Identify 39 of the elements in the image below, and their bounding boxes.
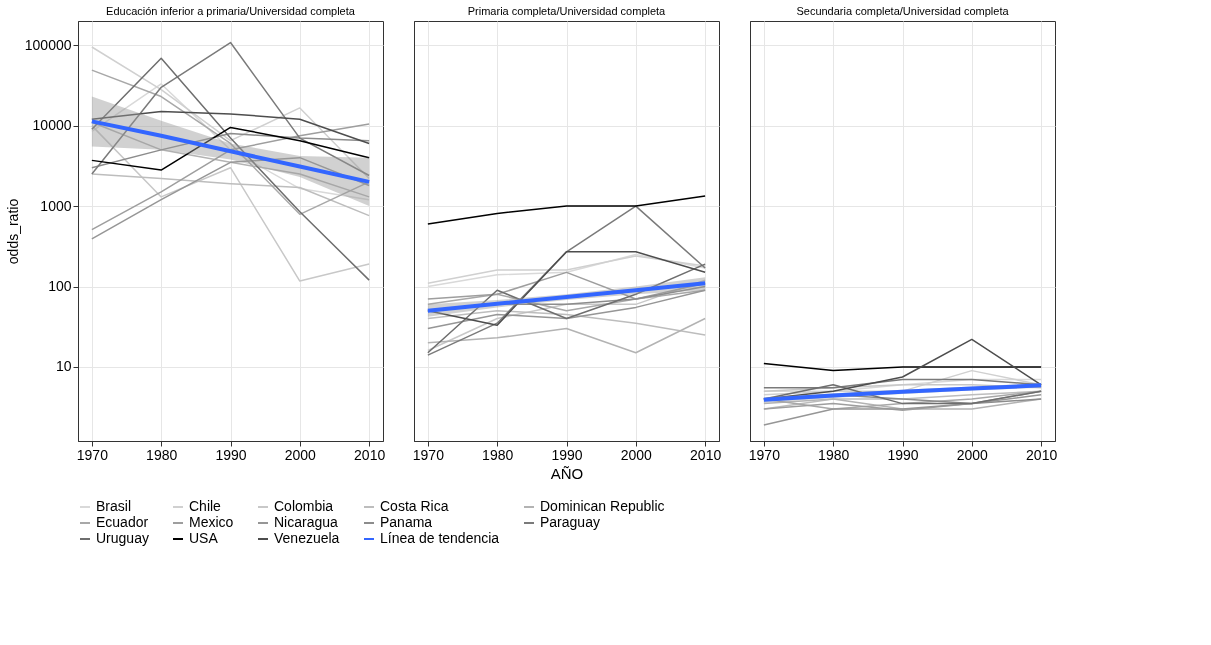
x-tick-label: 2000 xyxy=(284,446,317,463)
x-tick-label: 2010 xyxy=(1026,446,1058,463)
x-tick-label: 2010 xyxy=(354,446,386,463)
y-tick-label: 100 xyxy=(48,278,72,295)
x-tick-label: 2000 xyxy=(620,446,653,463)
legend-label: USA xyxy=(189,530,219,546)
legend-label: Paraguay xyxy=(540,514,600,530)
y-tick-label: 10000 xyxy=(32,117,72,134)
chart-title: Primaria completa/Universidad completa xyxy=(467,5,667,17)
legend-label: Ecuador xyxy=(96,514,149,530)
legend-label: Uruguay xyxy=(96,530,149,546)
x-tick-label: 1970 xyxy=(748,446,781,463)
x-tick-label: 1990 xyxy=(551,446,583,463)
y-tick-label: 10 xyxy=(55,358,72,375)
legend-label: Dominican Republic xyxy=(540,498,665,514)
x-tick-label: 1980 xyxy=(818,446,850,463)
x-tick-label: 1970 xyxy=(412,446,445,463)
y-tick-label: 1000 xyxy=(40,197,72,214)
legend-label: Colombia xyxy=(274,498,334,514)
legend-label: Brasil xyxy=(96,498,132,514)
chart-title: Educación inferior a primaria/Universidad completa xyxy=(106,5,356,17)
legend-label: Línea de tendencia xyxy=(380,530,500,546)
y-tick-label: 100000 xyxy=(24,36,72,53)
x-tick-label: 1990 xyxy=(887,446,919,463)
x-tick-label: 1980 xyxy=(482,446,514,463)
x-tick-label: 2010 xyxy=(690,446,722,463)
legend-label: Mexico xyxy=(189,514,234,530)
chart-title: Secundaria completa/Universidad completa xyxy=(796,5,1010,17)
x-tick-label: 1970 xyxy=(76,446,109,463)
legend-label: Chile xyxy=(189,498,222,514)
legend-label: Costa Rica xyxy=(380,498,449,514)
x-tick-label: 1980 xyxy=(146,446,178,463)
x-tick-label: 2000 xyxy=(956,446,989,463)
y-axis-title: odds_ratio xyxy=(4,198,21,265)
legend-label: Nicaragua xyxy=(274,514,339,530)
x-tick-label: 1990 xyxy=(215,446,247,463)
x-axis-title: AÑO xyxy=(550,464,584,482)
legend-label: Venezuela xyxy=(274,530,340,546)
legend-label: Panama xyxy=(380,514,433,530)
